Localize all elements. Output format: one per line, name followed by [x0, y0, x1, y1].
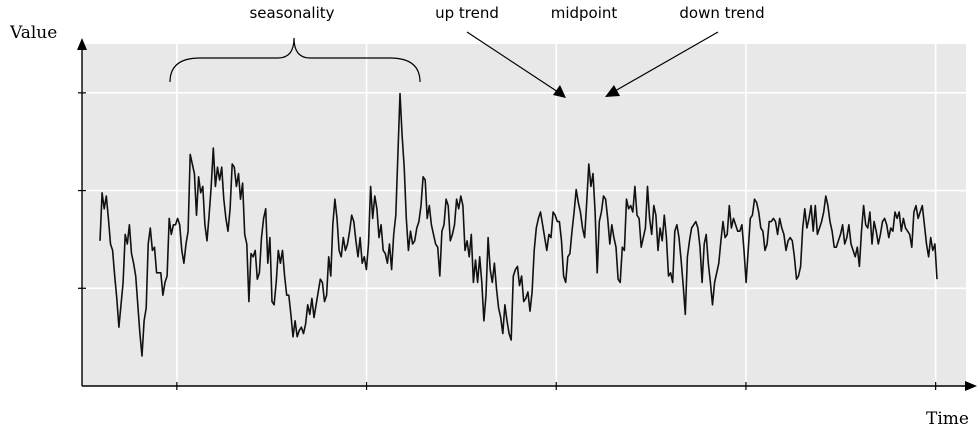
- axis-ticks: [78, 92, 937, 390]
- down-trend-arrowhead: [605, 85, 620, 97]
- annotation-up-trend: up trend: [435, 4, 499, 22]
- down-trend-arrow: [614, 31, 719, 92]
- x-axis-arrowhead: [965, 381, 977, 391]
- gridlines: [82, 44, 966, 386]
- y-axis-label: Value: [9, 23, 57, 43]
- up-trend-arrowhead: [553, 85, 566, 98]
- y-axis-arrowhead: [77, 38, 87, 50]
- annotation-down-trend: down trend: [679, 4, 764, 22]
- series-line: [99, 92, 938, 357]
- up-trend-arrow: [466, 31, 559, 93]
- x-axis-label: Time: [926, 409, 969, 429]
- plot-area-background: [82, 44, 966, 386]
- seasonality-brace: [169, 37, 421, 83]
- annotation-seasonality: seasonality: [249, 4, 334, 22]
- annotation-midpoint: midpoint: [551, 4, 618, 22]
